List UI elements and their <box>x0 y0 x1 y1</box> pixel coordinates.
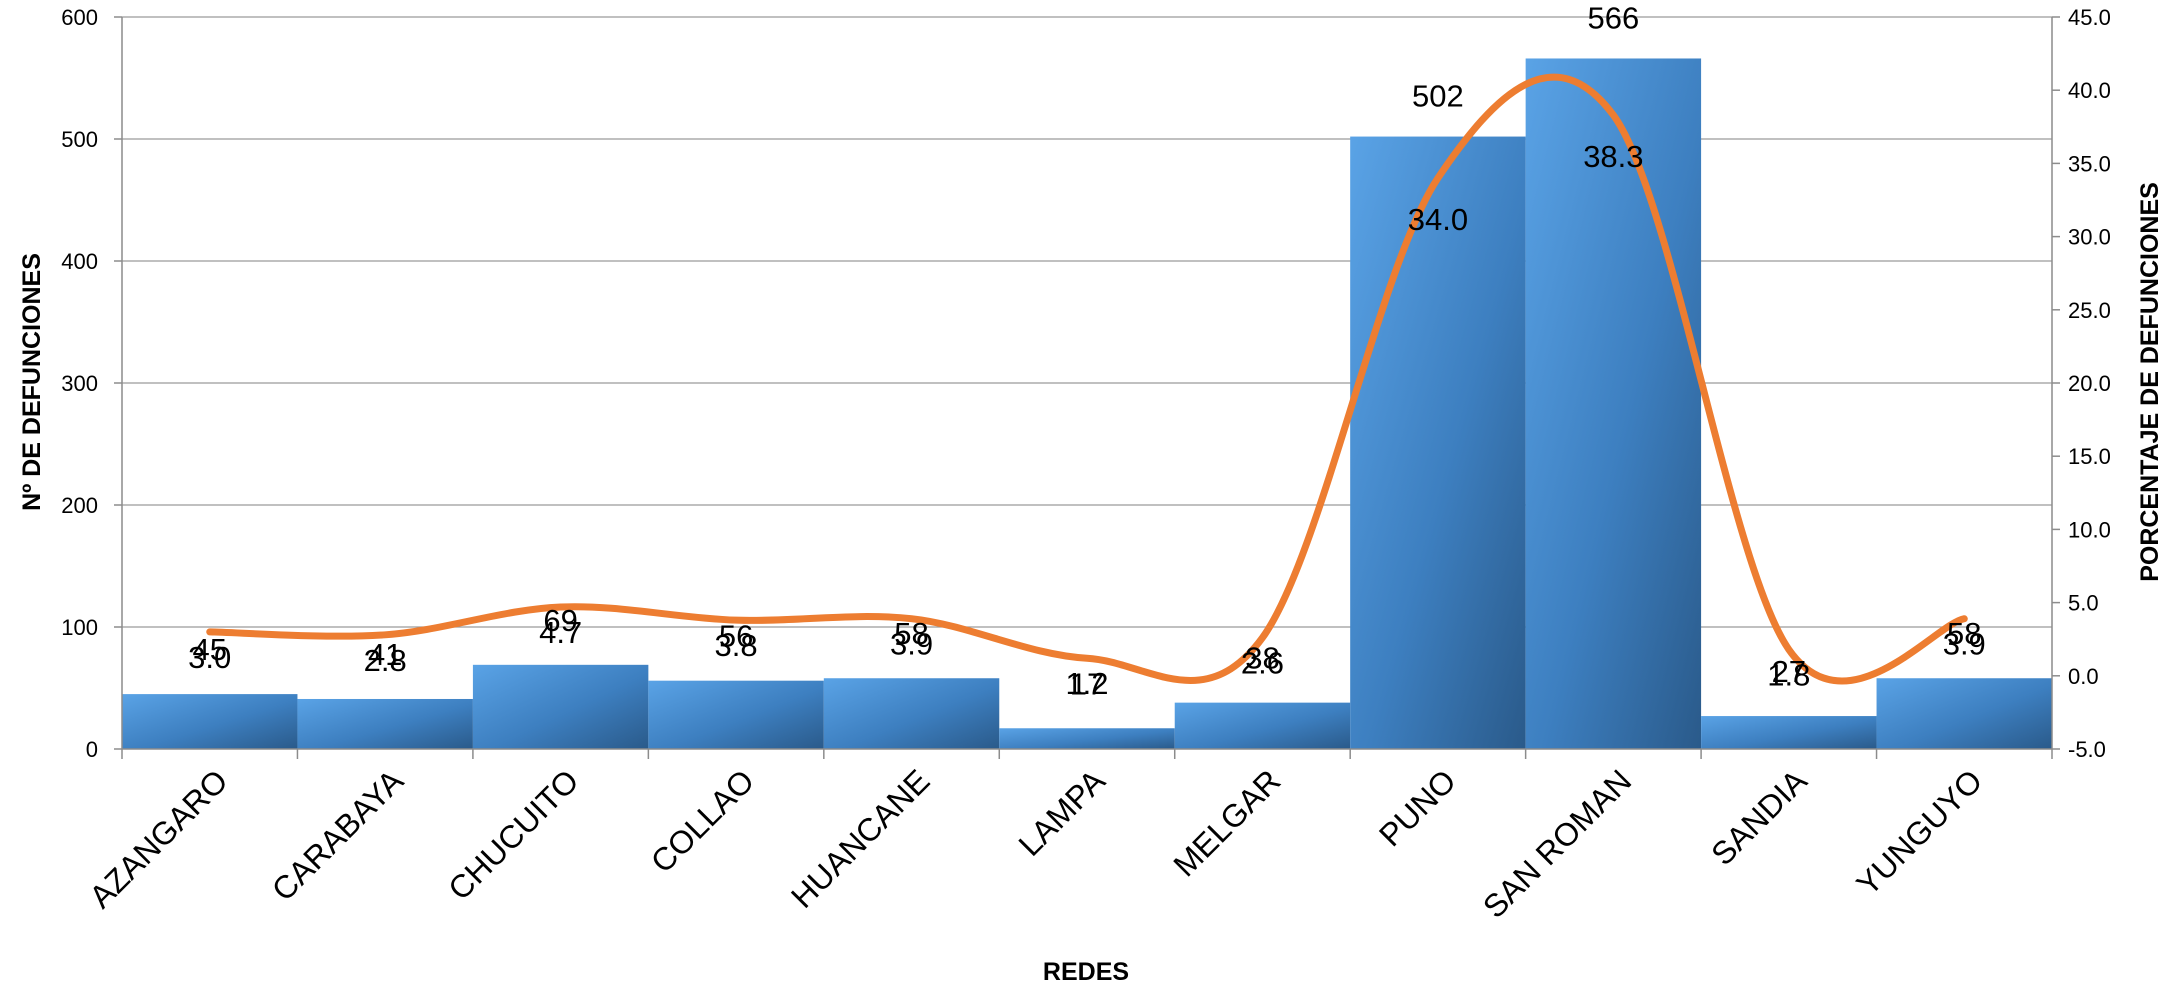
bar <box>1701 716 1877 749</box>
y-tick-label: 100 <box>61 615 98 640</box>
line-value-label: 2.6 <box>1241 646 1284 681</box>
y2-tick-label: 5.0 <box>2068 591 2099 616</box>
x-tick-label: CARABAYA <box>265 762 411 908</box>
bar-value-label: 69 <box>543 603 577 638</box>
bar-value-label: 502 <box>1412 79 1464 114</box>
x-tick-label: HUANCANE <box>784 762 936 914</box>
line-value-label: 3.9 <box>890 627 933 662</box>
x-tick-label: SAN ROMAN <box>1476 762 1638 924</box>
y2-tick-label: 15.0 <box>2068 444 2111 469</box>
x-axis-title: REDES <box>1043 958 1129 983</box>
bar <box>297 698 473 749</box>
x-tick-label: CHUCUITO <box>441 762 585 906</box>
x-tick-label: YUNGUYO <box>1849 762 1989 902</box>
bar-value-label: 41 <box>368 637 402 672</box>
bar-series <box>122 58 2052 750</box>
x-tick-label: MELGAR <box>1166 762 1287 883</box>
y2-tick-label: 45.0 <box>2068 5 2111 30</box>
y2-tick-label: 20.0 <box>2068 371 2111 396</box>
y2-tick-label: 40.0 <box>2068 78 2111 103</box>
bar-value-label: 58 <box>894 616 928 651</box>
line-value-label: 4.7 <box>539 615 582 650</box>
bar-value-label: 17 <box>1070 666 1104 701</box>
bar-value-label: 45 <box>192 632 226 667</box>
bar <box>648 680 824 749</box>
bar <box>122 694 298 749</box>
bar <box>1174 702 1351 749</box>
x-tick-label: LAMPA <box>1011 762 1112 863</box>
y-tick-label: 200 <box>61 493 98 518</box>
y-tick-label: 300 <box>61 371 98 396</box>
percentage-line <box>206 73 1968 685</box>
bar <box>999 728 1175 749</box>
line-value-label: 38.3 <box>1583 139 1643 174</box>
bar <box>1350 136 1526 749</box>
y-axis-title: Nº DE DEFUNCIONES <box>18 253 46 511</box>
line-value-label: 1.2 <box>1065 666 1108 701</box>
y-tick-label: 400 <box>61 249 98 274</box>
bar-value-label: 38 <box>1245 641 1279 676</box>
y2-tick-label: 30.0 <box>2068 225 2111 250</box>
line-value-label: 2.8 <box>364 643 407 678</box>
x-tick-label: SANDIA <box>1704 762 1814 872</box>
axes: 0 100 200 300 400 500 600 -5.0 0.0 5.0 10.0 15.0 20.… <box>61 5 2111 925</box>
y2-tick-label: 0.0 <box>2068 664 2099 689</box>
x-tick-label: COLLAO <box>644 762 761 879</box>
x-tick-label: PUNO <box>1372 762 1463 853</box>
bar <box>1525 58 1702 750</box>
bar <box>1876 678 2052 749</box>
y2-tick-label: 35.0 <box>2068 151 2111 176</box>
y-tick-label: 500 <box>61 127 98 152</box>
y2-tick-label: 25.0 <box>2068 298 2111 323</box>
bar-value-label: 56 <box>719 619 753 654</box>
y-tick-label: 0 <box>86 737 98 762</box>
gridlines <box>122 16 2052 628</box>
bar-value-label: 27 <box>1772 654 1806 689</box>
line-value-label: 3.8 <box>715 628 758 663</box>
bar-value-label: 566 <box>1587 0 1639 35</box>
y2-axis-title: PORCENTAJE DE DEFUNCIONES <box>2136 182 2164 582</box>
line-value-label: 3.0 <box>188 640 231 675</box>
y2-tick-label: 10.0 <box>2068 517 2111 542</box>
bar-value-label: 58 <box>1947 616 1981 651</box>
data-labels: 45 41 69 56 58 17 38 502 566 27 58 3.0 2.8 4.7 3.8 3.9 1… <box>188 0 1986 701</box>
y-tick-label: 600 <box>61 5 98 30</box>
line-value-label: 1.8 <box>1767 657 1810 692</box>
line-value-label: 3.9 <box>1943 627 1986 662</box>
bar <box>472 664 649 749</box>
bar <box>823 678 1000 749</box>
line-value-label: 34.0 <box>1408 202 1468 237</box>
y2-tick-label: -5.0 <box>2068 737 2106 762</box>
line-series <box>206 73 1968 685</box>
x-tick-label: AZANGARO <box>82 762 234 914</box>
